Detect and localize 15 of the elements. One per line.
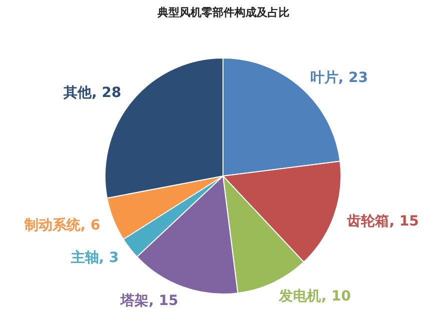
slice-label: 塔架 bbox=[120, 293, 149, 310]
data-label: , 23 bbox=[338, 70, 368, 86]
slice-label: 叶片 bbox=[310, 70, 338, 86]
data-label: , 10 bbox=[321, 288, 352, 304]
data-label: , 3 bbox=[98, 250, 119, 266]
slice-label: 制动系统 bbox=[23, 216, 82, 234]
slice-label: 发电机 bbox=[278, 288, 322, 304]
data-label: , 6 bbox=[80, 217, 100, 234]
slice-label: 齿轮箱 bbox=[346, 214, 390, 230]
data-label: , 15 bbox=[148, 293, 178, 310]
slice-label: 主轴 bbox=[70, 248, 99, 266]
data-label: , 15 bbox=[389, 214, 419, 230]
slice-label: 其他 bbox=[62, 84, 93, 101]
data-label: , 28 bbox=[92, 84, 122, 101]
chart-title: 典型风机零部件构成及占比 bbox=[156, 6, 290, 19]
